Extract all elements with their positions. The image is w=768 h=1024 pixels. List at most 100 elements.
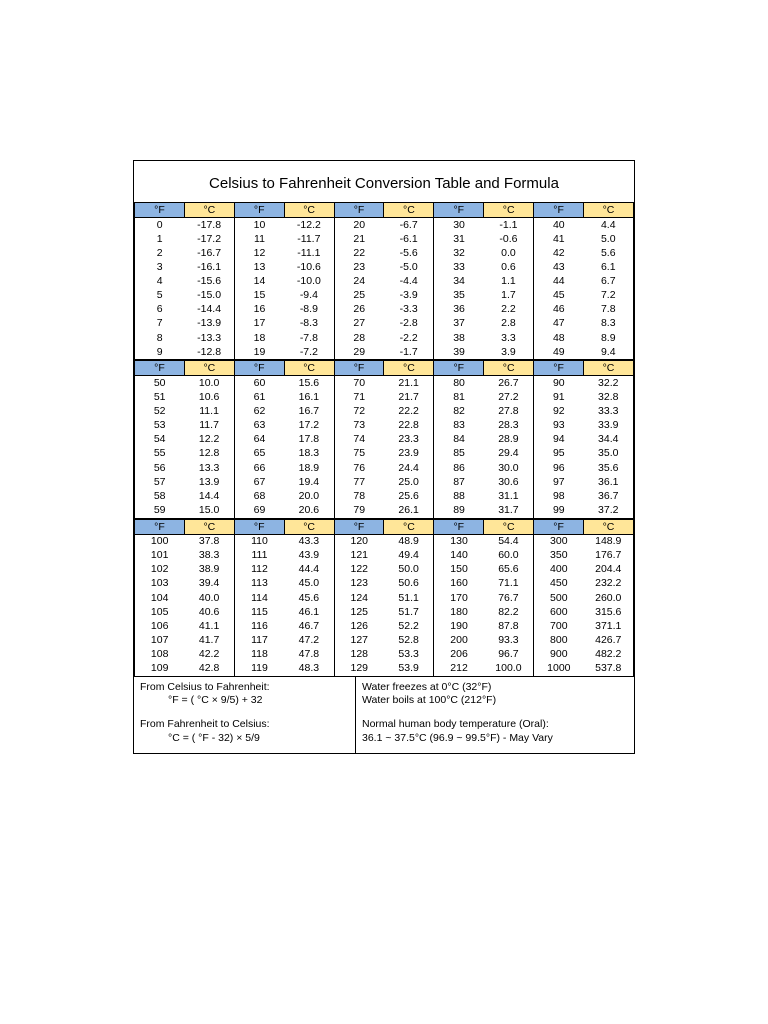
cell-c: 60.0 bbox=[484, 549, 534, 563]
cell-c: 37.8 bbox=[184, 534, 234, 549]
cell-c: 12.2 bbox=[184, 433, 234, 447]
cell-c: 1.1 bbox=[484, 275, 534, 289]
cell-f: 88 bbox=[434, 489, 484, 503]
cell-c: -10.6 bbox=[284, 260, 334, 274]
conversion-block-2: °F°C°F°C°F°C°F°C°F°C10037.811043.312048.… bbox=[134, 519, 634, 677]
cell-c: 9.4 bbox=[584, 345, 634, 360]
cell-f: 400 bbox=[534, 563, 584, 577]
cell-c: 51.7 bbox=[384, 605, 434, 619]
table-row: 9-12.819-7.229-1.7393.9499.4 bbox=[135, 345, 634, 360]
cell-c: 43.9 bbox=[284, 549, 334, 563]
cell-c: 260.0 bbox=[584, 591, 634, 605]
cell-f: 18 bbox=[234, 331, 284, 345]
cell-f: 3 bbox=[135, 260, 185, 274]
header-c: °C bbox=[484, 361, 534, 376]
cell-f: 97 bbox=[534, 475, 584, 489]
cell-f: 13 bbox=[234, 260, 284, 274]
cell-f: 11 bbox=[234, 232, 284, 246]
header-c: °C bbox=[284, 361, 334, 376]
cell-c: -12.2 bbox=[284, 218, 334, 233]
cell-f: 2 bbox=[135, 246, 185, 260]
cell-f: 75 bbox=[334, 447, 384, 461]
cell-f: 40 bbox=[534, 218, 584, 233]
cell-c: 38.3 bbox=[184, 549, 234, 563]
cell-c: 82.2 bbox=[484, 605, 534, 619]
cell-c: 45.0 bbox=[284, 577, 334, 591]
cell-f: 180 bbox=[434, 605, 484, 619]
conversion-block-0: °F°C°F°C°F°C°F°C°F°C0-17.810-12.220-6.73… bbox=[134, 202, 634, 360]
formula-c-to-f-label: From Celsius to Fahrenheit: bbox=[140, 681, 349, 695]
cell-f: 118 bbox=[234, 648, 284, 662]
cell-c: 96.7 bbox=[484, 648, 534, 662]
cell-f: 190 bbox=[434, 619, 484, 633]
cell-f: 111 bbox=[234, 549, 284, 563]
cell-f: 115 bbox=[234, 605, 284, 619]
cell-c: 21.7 bbox=[384, 390, 434, 404]
cell-f: 127 bbox=[334, 633, 384, 647]
cell-c: 4.4 bbox=[584, 218, 634, 233]
cell-f: 65 bbox=[234, 447, 284, 461]
cell-c: -11.7 bbox=[284, 232, 334, 246]
header-c: °C bbox=[284, 203, 334, 218]
cell-f: 90 bbox=[534, 376, 584, 391]
cell-c: -12.8 bbox=[184, 345, 234, 360]
table-row: 10238.911244.412250.015065.6400204.4 bbox=[135, 563, 634, 577]
cell-f: 10 bbox=[234, 218, 284, 233]
cell-c: 10.6 bbox=[184, 390, 234, 404]
cell-c: 10.0 bbox=[184, 376, 234, 391]
table-row: 5412.26417.87423.38428.99434.4 bbox=[135, 433, 634, 447]
cell-c: 6.7 bbox=[584, 275, 634, 289]
table-row: 10842.211847.812853.320696.7900482.2 bbox=[135, 648, 634, 662]
header-c: °C bbox=[184, 361, 234, 376]
cell-f: 113 bbox=[234, 577, 284, 591]
cell-c: 7.8 bbox=[584, 303, 634, 317]
cell-c: 36.1 bbox=[584, 475, 634, 489]
cell-f: 98 bbox=[534, 489, 584, 503]
cell-f: 56 bbox=[135, 461, 185, 475]
cell-c: 19.4 bbox=[284, 475, 334, 489]
page-title: Celsius to Fahrenheit Conversion Table a… bbox=[134, 161, 634, 202]
cell-f: 114 bbox=[234, 591, 284, 605]
cell-f: 68 bbox=[234, 489, 284, 503]
header-f: °F bbox=[534, 519, 584, 534]
table-row: 10942.811948.312953.9212100.01000537.8 bbox=[135, 662, 634, 677]
cell-f: 170 bbox=[434, 591, 484, 605]
cell-f: 39 bbox=[434, 345, 484, 360]
conversion-block-1: °F°C°F°C°F°C°F°C°F°C5010.06015.67021.180… bbox=[134, 360, 634, 518]
cell-f: 94 bbox=[534, 433, 584, 447]
cell-f: 82 bbox=[434, 405, 484, 419]
cell-c: 30.6 bbox=[484, 475, 534, 489]
cell-c: 15.0 bbox=[184, 503, 234, 518]
cell-f: 92 bbox=[534, 405, 584, 419]
cell-f: 28 bbox=[334, 331, 384, 345]
cell-c: 47.2 bbox=[284, 633, 334, 647]
cell-f: 128 bbox=[334, 648, 384, 662]
cell-c: 53.3 bbox=[384, 648, 434, 662]
cell-f: 160 bbox=[434, 577, 484, 591]
cell-f: 300 bbox=[534, 534, 584, 549]
cell-f: 123 bbox=[334, 577, 384, 591]
fact-freeze: Water freezes at 0°C (32°F) bbox=[362, 681, 628, 695]
cell-f: 200 bbox=[434, 633, 484, 647]
cell-f: 119 bbox=[234, 662, 284, 677]
table-row: 5512.86518.37523.98529.49535.0 bbox=[135, 447, 634, 461]
cell-f: 25 bbox=[334, 289, 384, 303]
cell-f: 49 bbox=[534, 345, 584, 360]
cell-c: -16.1 bbox=[184, 260, 234, 274]
cell-c: 3.3 bbox=[484, 331, 534, 345]
cell-f: 112 bbox=[234, 563, 284, 577]
header-f: °F bbox=[534, 361, 584, 376]
table-row: 5110.66116.17121.78127.29132.8 bbox=[135, 390, 634, 404]
header-f: °F bbox=[135, 361, 185, 376]
cell-c: 33.3 bbox=[584, 405, 634, 419]
cell-f: 104 bbox=[135, 591, 185, 605]
cell-c: -0.6 bbox=[484, 232, 534, 246]
table-row: 10037.811043.312048.913054.4300148.9 bbox=[135, 534, 634, 549]
cell-c: -5.6 bbox=[384, 246, 434, 260]
cell-f: 77 bbox=[334, 475, 384, 489]
cell-c: 76.7 bbox=[484, 591, 534, 605]
cell-f: 121 bbox=[334, 549, 384, 563]
table-row: 0-17.810-12.220-6.730-1.1404.4 bbox=[135, 218, 634, 233]
cell-c: 18.3 bbox=[284, 447, 334, 461]
header-f: °F bbox=[234, 203, 284, 218]
